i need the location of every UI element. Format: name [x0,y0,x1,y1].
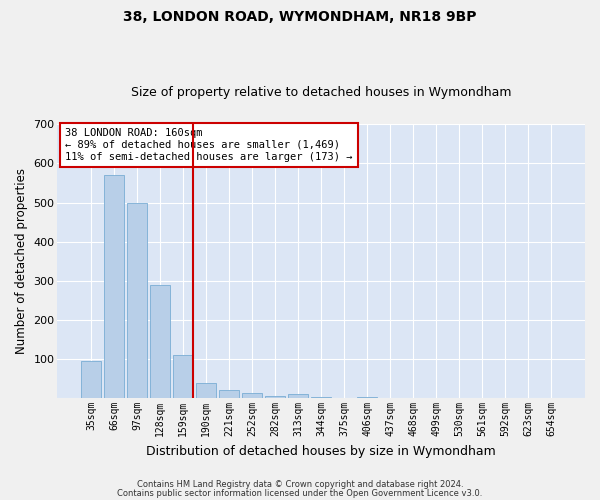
Text: 38 LONDON ROAD: 160sqm
← 89% of detached houses are smaller (1,469)
11% of semi-: 38 LONDON ROAD: 160sqm ← 89% of detached… [65,128,353,162]
Title: Size of property relative to detached houses in Wymondham: Size of property relative to detached ho… [131,86,511,100]
Y-axis label: Number of detached properties: Number of detached properties [15,168,28,354]
Text: 38, LONDON ROAD, WYMONDHAM, NR18 9BP: 38, LONDON ROAD, WYMONDHAM, NR18 9BP [123,10,477,24]
Bar [82,361,101,398]
Text: Contains public sector information licensed under the Open Government Licence v3: Contains public sector information licen… [118,488,482,498]
Bar [127,202,147,398]
Bar [220,390,239,398]
Bar [265,396,285,398]
Bar [358,397,377,398]
Bar [173,355,193,398]
Bar [104,175,124,398]
Bar [311,397,331,398]
X-axis label: Distribution of detached houses by size in Wymondham: Distribution of detached houses by size … [146,444,496,458]
Text: Contains HM Land Registry data © Crown copyright and database right 2024.: Contains HM Land Registry data © Crown c… [137,480,463,489]
Bar [151,284,170,398]
Bar [196,384,216,398]
Bar [242,394,262,398]
Bar [289,394,308,398]
